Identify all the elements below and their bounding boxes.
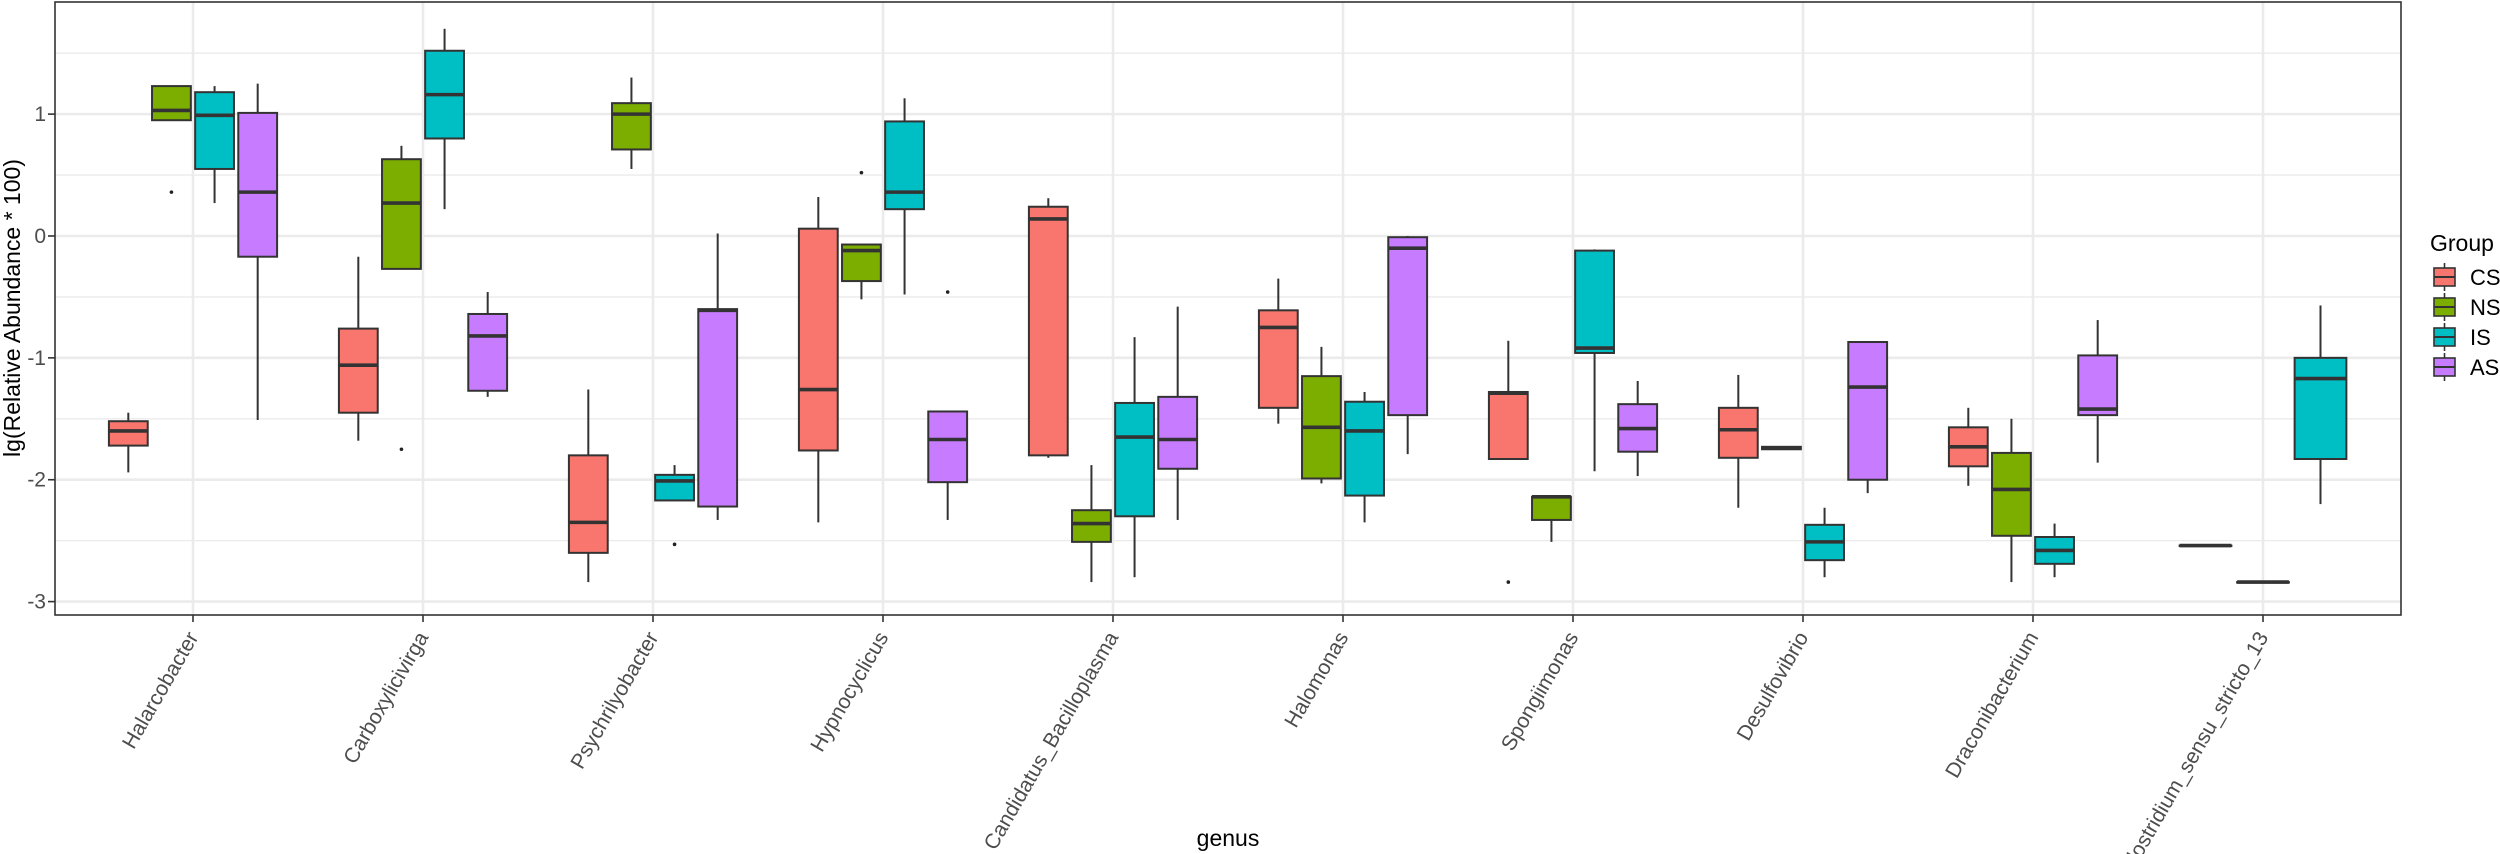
box-AS-Candidatus_Bacilloplasma [1157,306,1199,520]
y-tick-label: -3 [27,591,46,614]
box-IS-Candidatus_Bacilloplasma [1114,337,1155,578]
box-iqr [194,91,235,170]
box-iqr [151,85,192,122]
box-iqr [2293,356,2348,461]
outlier-point [945,290,950,294]
legend-label: CS [2470,265,2500,290]
box-IS-Halarcobacter [194,86,235,204]
box-NS-Hypnocyclicus [841,170,882,300]
boxes-layer [107,28,2348,584]
y-axis: -3 -2 -1 0 1 [27,103,55,614]
box-iqr [1847,341,1889,481]
outlier-point [1506,580,1511,584]
box-NS-Halomonas [1301,346,1342,484]
box-iqr [1257,309,1299,409]
y-tick-label: 0 [34,225,46,248]
outlier-point [399,447,404,452]
box-iqr [1531,495,1572,521]
legend-label: AS [2470,355,2499,380]
box-AS-Carboxylicivirga [467,292,509,397]
legend-title: Group [2430,230,2494,256]
y-tick-label: -1 [27,347,46,370]
legend-item-CS: CS [2433,263,2500,291]
box-CS-Hypnocyclicus [797,196,839,523]
box-IS-Carboxylicivirga [424,28,465,210]
box-iqr [567,454,609,554]
box-CS-Candidatus_Bacilloplasma [1027,198,1069,458]
box-IS-Draconibacterium [2034,523,2075,578]
box-IS-Clostridium_sensu_stricto_13 [2293,305,2348,505]
box-iqr [654,473,695,502]
legend-item-NS: NS [2433,293,2500,321]
box-iqr [237,111,279,258]
box-NS-Desulfovibrio [1761,445,1802,451]
outlier-point [672,542,677,547]
box-NS-Candidatus_Bacilloplasma [1071,465,1112,583]
box-iqr [107,420,149,447]
legend-label: IS [2470,325,2491,350]
box-CS-Halomonas [1257,278,1299,424]
box-CS-Draconibacterium [1947,407,1989,486]
box-iqr [1991,451,2032,537]
box-IS-Hypnocyclicus [884,98,925,295]
box-CS-Clostridium_sensu_stricto_13 [2178,543,2233,548]
box-iqr [1387,236,1429,417]
box-IS-Desulfovibrio [1804,507,1845,578]
legend-item-IS: IS [2433,323,2491,351]
box-NS-Halarcobacter [151,85,192,194]
box-CS-Desulfovibrio [1717,374,1759,508]
box-iqr [1574,249,1615,354]
box-AS-Halarcobacter [237,83,279,421]
y-axis-title: lg(Relative Abundance * 100) [0,159,25,457]
box-iqr [1344,400,1385,497]
box-IS-Halomonas [1344,391,1385,523]
box-NS-Psychrilyobacter [611,77,652,169]
box-iqr [467,312,509,392]
box-iqr [2077,354,2119,417]
box-NS-Draconibacterium [1991,418,2032,583]
box-iqr [927,410,969,484]
y-tick-label: -2 [27,469,46,492]
panel-border [54,1,2402,616]
box-iqr [337,327,379,414]
box-IS-Psychrilyobacter [654,465,695,547]
box-IS-Spongiimonas [1574,249,1615,472]
box-NS-Spongiimonas [1531,494,1572,542]
box-iqr [1157,395,1199,470]
box-iqr [1114,401,1155,518]
box-iqr [697,308,739,508]
gridlines [55,2,2401,615]
box-AS-Halomonas [1387,235,1429,455]
box-iqr [884,120,925,211]
legend-label: NS [2470,295,2500,320]
box-iqr [797,227,839,452]
box-AS-Desulfovibrio [1847,341,1889,494]
box-iqr [1717,406,1759,459]
box-CS-Psychrilyobacter [567,389,609,583]
box-CS-Carboxylicivirga [337,256,379,441]
box-CS-Spongiimonas [1487,340,1529,584]
outlier-point [169,190,174,194]
box-AS-Spongiimonas [1617,381,1659,477]
x-axis-title: genus [1197,825,1260,851]
box-iqr [611,102,652,151]
box-CS-Halarcobacter [107,412,149,473]
box-AS-Hypnocyclicus [927,290,969,520]
box-iqr [1071,509,1112,543]
box-iqr [381,158,422,270]
box-NS-Clostridium_sensu_stricto_13 [2236,580,2290,584]
box-iqr [1027,205,1069,457]
legend-item-AS: AS [2433,353,2499,381]
legend: Group CS NS IS AS [2430,230,2500,381]
box-iqr [1487,390,1529,461]
outlier-point [859,170,864,175]
y-tick-label: 1 [34,103,46,126]
box-AS-Psychrilyobacter [697,233,739,520]
box-AS-Draconibacterium [2077,320,2119,463]
box-NS-Carboxylicivirga [381,145,422,452]
